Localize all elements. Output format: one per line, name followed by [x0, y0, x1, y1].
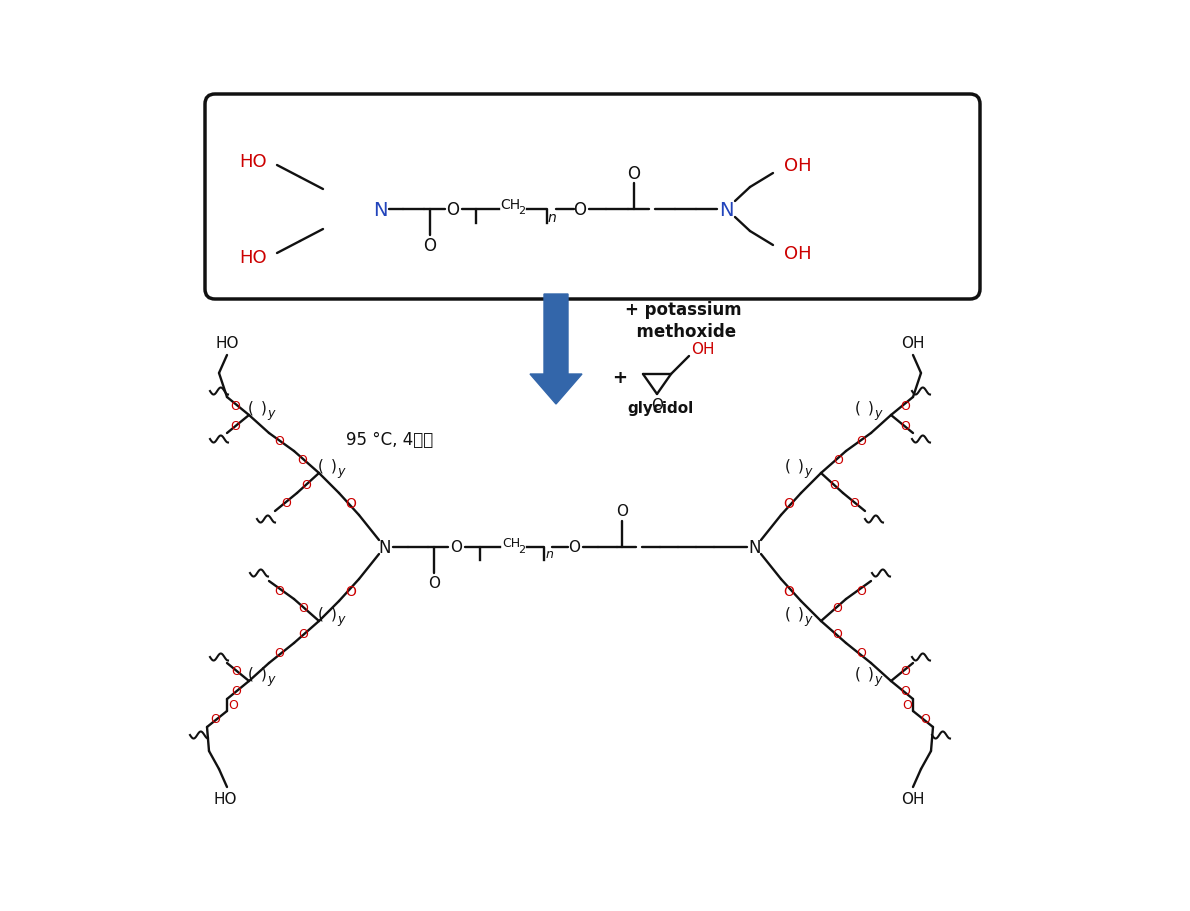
Text: O: O — [274, 585, 284, 598]
Text: O: O — [856, 435, 866, 448]
Text: O: O — [616, 504, 628, 519]
Text: O: O — [228, 699, 238, 711]
Text: O: O — [231, 665, 240, 678]
Text: O: O — [568, 540, 580, 555]
Text: O: O — [230, 399, 240, 412]
Text: N: N — [719, 200, 733, 220]
Text: O: O — [832, 602, 843, 615]
Text: N: N — [372, 200, 387, 220]
Text: OH: OH — [901, 792, 925, 806]
Text: O: O — [900, 419, 910, 432]
Text: O: O — [900, 665, 910, 678]
Text: y: y — [337, 465, 345, 478]
Text: O: O — [231, 685, 240, 698]
Text: (: ( — [248, 400, 253, 415]
Text: ): ) — [261, 400, 267, 415]
Text: N: N — [749, 538, 762, 557]
Text: O: O — [900, 399, 910, 412]
Text: O: O — [902, 699, 912, 711]
Text: ): ) — [868, 400, 873, 415]
Text: OH: OH — [901, 336, 925, 351]
Text: O: O — [783, 584, 795, 599]
Text: O: O — [856, 585, 866, 598]
Text: (: ( — [856, 400, 860, 415]
Text: y: y — [875, 407, 882, 420]
FancyArrow shape — [530, 294, 582, 404]
Text: 2: 2 — [519, 206, 526, 216]
Text: O: O — [281, 497, 290, 510]
Text: y: y — [804, 465, 812, 478]
Text: ): ) — [261, 666, 267, 681]
Text: OH: OH — [691, 341, 715, 356]
Text: y: y — [268, 672, 275, 686]
Text: n: n — [547, 210, 557, 225]
Text: +: + — [613, 369, 627, 386]
Text: O: O — [783, 496, 795, 510]
Text: O: O — [230, 419, 240, 432]
Text: O: O — [274, 435, 284, 448]
Text: (: ( — [248, 666, 253, 681]
Text: N: N — [378, 538, 392, 557]
Text: O: O — [428, 576, 440, 591]
Text: ): ) — [868, 666, 873, 681]
Text: O: O — [829, 479, 839, 492]
Text: OH: OH — [784, 157, 812, 175]
Text: O: O — [832, 628, 843, 640]
Text: O: O — [298, 454, 307, 467]
Text: ): ) — [798, 606, 804, 620]
Text: O: O — [848, 497, 859, 510]
Text: y: y — [337, 613, 345, 626]
Text: O: O — [446, 200, 459, 219]
Text: O: O — [574, 200, 587, 219]
Text: (: ( — [785, 606, 791, 620]
Text: O: O — [627, 165, 640, 183]
Text: + potassium: + potassium — [625, 301, 741, 319]
Text: y: y — [875, 672, 882, 686]
Text: O: O — [651, 397, 663, 412]
Text: O: O — [920, 712, 929, 726]
Text: O: O — [856, 647, 866, 660]
Text: ): ) — [331, 606, 337, 620]
Text: (: ( — [318, 606, 324, 620]
Text: OH: OH — [784, 245, 812, 262]
FancyBboxPatch shape — [205, 95, 981, 300]
Text: HO: HO — [215, 336, 239, 351]
Text: glycidol: glycidol — [627, 400, 693, 415]
Text: O: O — [345, 584, 357, 599]
Text: (: ( — [856, 666, 860, 681]
Text: O: O — [211, 712, 220, 726]
Text: CH: CH — [500, 198, 520, 211]
Text: 95 °C, 4시간: 95 °C, 4시간 — [346, 431, 433, 448]
Text: y: y — [804, 613, 812, 626]
Text: O: O — [424, 237, 437, 255]
Text: O: O — [450, 540, 462, 555]
Text: O: O — [345, 496, 357, 510]
Text: (: ( — [318, 458, 324, 473]
Text: (: ( — [785, 458, 791, 473]
Text: 2: 2 — [519, 545, 526, 555]
Text: HO: HO — [213, 792, 237, 806]
Text: O: O — [301, 479, 311, 492]
Text: CH: CH — [502, 537, 520, 550]
Text: methoxide: methoxide — [625, 322, 737, 341]
Text: O: O — [274, 647, 284, 660]
Text: n: n — [545, 548, 553, 561]
Text: ): ) — [331, 458, 337, 473]
Text: O: O — [900, 685, 910, 698]
Text: O: O — [298, 602, 308, 615]
Text: y: y — [268, 407, 275, 420]
Text: O: O — [833, 454, 843, 467]
Text: ): ) — [798, 458, 804, 473]
Text: HO: HO — [239, 153, 267, 171]
Text: HO: HO — [239, 249, 267, 267]
Text: O: O — [298, 628, 308, 640]
